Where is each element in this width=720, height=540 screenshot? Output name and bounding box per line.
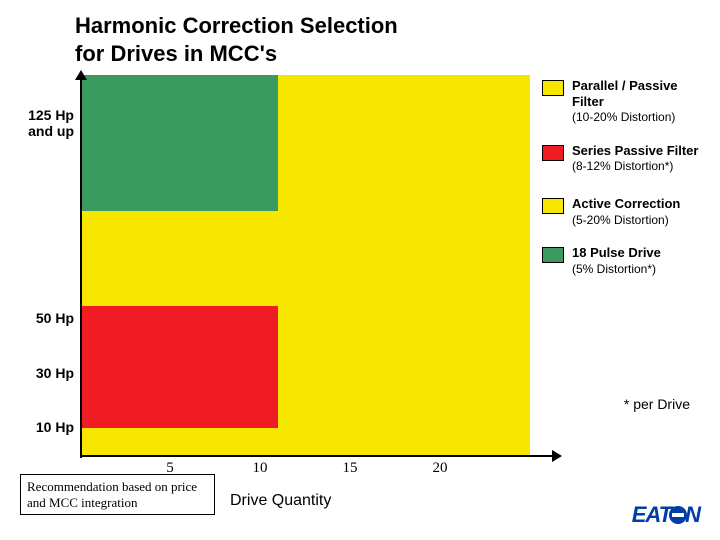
chart-title: Harmonic Correction Selection for Drives… [75, 12, 398, 67]
region-eighteen-pulse [80, 75, 278, 211]
y-tick-label: 30 Hp [2, 365, 74, 381]
brand-letter: A [645, 502, 658, 527]
legend-name: 18 Pulse Drive [572, 245, 661, 261]
brand-letter: E [632, 502, 646, 527]
legend-swatch [542, 247, 564, 263]
y-tick-label: 10 Hp [2, 419, 74, 435]
x-axis-title: Drive Quantity [230, 492, 331, 510]
legend-text: Parallel / Passive Filter(10-20% Distort… [572, 78, 712, 125]
x-axis [80, 455, 560, 457]
legend-item: Series Passive Filter(8-12% Distortion*) [542, 143, 712, 174]
y-axis [80, 72, 82, 458]
brand-dot-icon [669, 506, 687, 524]
title-line2: for Drives in MCC's [75, 41, 277, 66]
legend-item: Active Correction(5-20% Distortion) [542, 196, 712, 227]
region-parallel-passive [278, 75, 530, 319]
legend-swatch [542, 145, 564, 161]
brand-letter: N [685, 502, 700, 527]
brand-logo: EATN [632, 502, 700, 528]
recommendation-box: Recommendation based on price and MCC in… [20, 474, 215, 515]
legend-swatch [542, 198, 564, 214]
x-tick-label: 15 [330, 460, 370, 477]
y-tick-label: 125 Hpand up [2, 107, 74, 139]
legend-name: Active Correction [572, 196, 680, 212]
legend-item: Parallel / Passive Filter(10-20% Distort… [542, 78, 712, 125]
legend-distortion: (5-20% Distortion) [572, 213, 669, 227]
legend-distortion: (5% Distortion*) [572, 262, 656, 276]
region-series-passive [80, 306, 278, 428]
legend-name: Series Passive Filter [572, 143, 698, 159]
legend-swatch [542, 80, 564, 96]
x-tick-label: 10 [240, 460, 280, 477]
chart-plot-area [80, 75, 530, 455]
x-tick-label: 20 [420, 460, 460, 477]
y-tick-label: 50 Hp [2, 310, 74, 326]
footnote: * per Drive [624, 396, 690, 412]
legend: Parallel / Passive Filter(10-20% Distort… [542, 78, 712, 294]
legend-distortion: (8-12% Distortion*) [572, 159, 673, 173]
legend-distortion: (10-20% Distortion) [572, 110, 675, 124]
legend-item: 18 Pulse Drive(5% Distortion*) [542, 245, 712, 276]
title-line1: Harmonic Correction Selection [75, 13, 398, 38]
legend-text: Series Passive Filter(8-12% Distortion*) [572, 143, 698, 174]
legend-text: Active Correction(5-20% Distortion) [572, 196, 680, 227]
legend-name: Parallel / Passive Filter [572, 78, 712, 109]
legend-text: 18 Pulse Drive(5% Distortion*) [572, 245, 661, 276]
